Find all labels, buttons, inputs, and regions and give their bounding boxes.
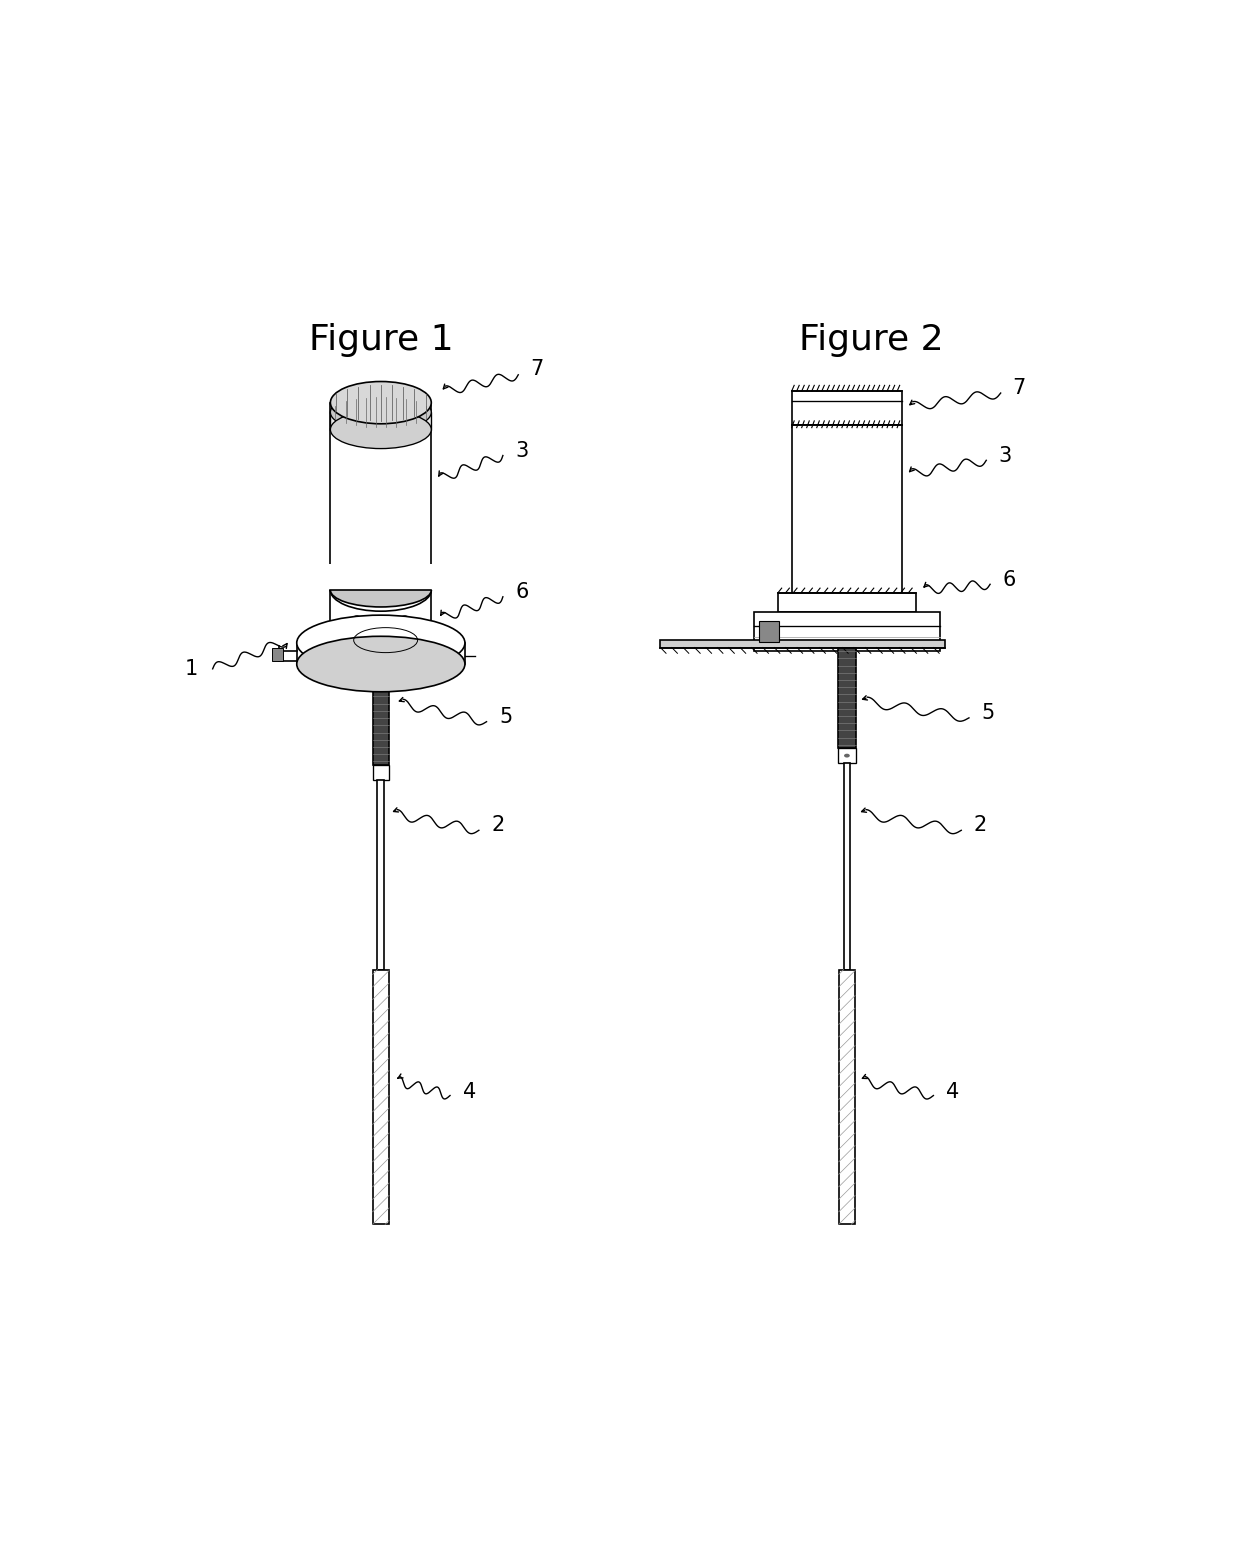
Ellipse shape bbox=[330, 573, 432, 607]
Ellipse shape bbox=[330, 381, 432, 424]
Text: Figure 1: Figure 1 bbox=[309, 322, 453, 356]
Text: 2: 2 bbox=[491, 815, 505, 835]
Polygon shape bbox=[330, 590, 432, 643]
Text: 5: 5 bbox=[498, 706, 512, 726]
Text: 7: 7 bbox=[1012, 378, 1025, 398]
Ellipse shape bbox=[352, 617, 362, 623]
Text: 2: 2 bbox=[973, 815, 987, 835]
Text: 3: 3 bbox=[998, 446, 1012, 466]
Polygon shape bbox=[373, 765, 389, 781]
Ellipse shape bbox=[401, 617, 409, 623]
Polygon shape bbox=[791, 390, 903, 424]
Polygon shape bbox=[272, 647, 283, 661]
Polygon shape bbox=[373, 665, 389, 765]
Polygon shape bbox=[838, 647, 856, 748]
Text: 6: 6 bbox=[516, 582, 528, 603]
Ellipse shape bbox=[296, 637, 465, 692]
Polygon shape bbox=[838, 970, 856, 1224]
Text: 3: 3 bbox=[516, 441, 528, 460]
Text: 7: 7 bbox=[529, 359, 543, 380]
Ellipse shape bbox=[844, 754, 849, 757]
Polygon shape bbox=[843, 762, 851, 970]
Polygon shape bbox=[296, 643, 465, 665]
Text: 6: 6 bbox=[1003, 570, 1016, 590]
Text: Figure 2: Figure 2 bbox=[799, 322, 944, 356]
Polygon shape bbox=[330, 412, 432, 429]
Polygon shape bbox=[326, 564, 436, 590]
Polygon shape bbox=[777, 593, 916, 612]
Text: 1: 1 bbox=[185, 658, 198, 678]
Text: 4: 4 bbox=[946, 1081, 960, 1101]
Polygon shape bbox=[759, 621, 779, 643]
Text: 5: 5 bbox=[982, 703, 994, 723]
Polygon shape bbox=[377, 781, 384, 970]
Polygon shape bbox=[754, 612, 940, 651]
Polygon shape bbox=[791, 424, 903, 593]
Ellipse shape bbox=[330, 626, 432, 660]
Polygon shape bbox=[838, 748, 856, 762]
Polygon shape bbox=[661, 640, 945, 647]
Polygon shape bbox=[330, 403, 432, 590]
Ellipse shape bbox=[296, 615, 465, 671]
Text: 4: 4 bbox=[463, 1081, 476, 1101]
Polygon shape bbox=[373, 970, 389, 1224]
Ellipse shape bbox=[330, 410, 432, 449]
Ellipse shape bbox=[330, 393, 432, 431]
Ellipse shape bbox=[330, 568, 432, 612]
